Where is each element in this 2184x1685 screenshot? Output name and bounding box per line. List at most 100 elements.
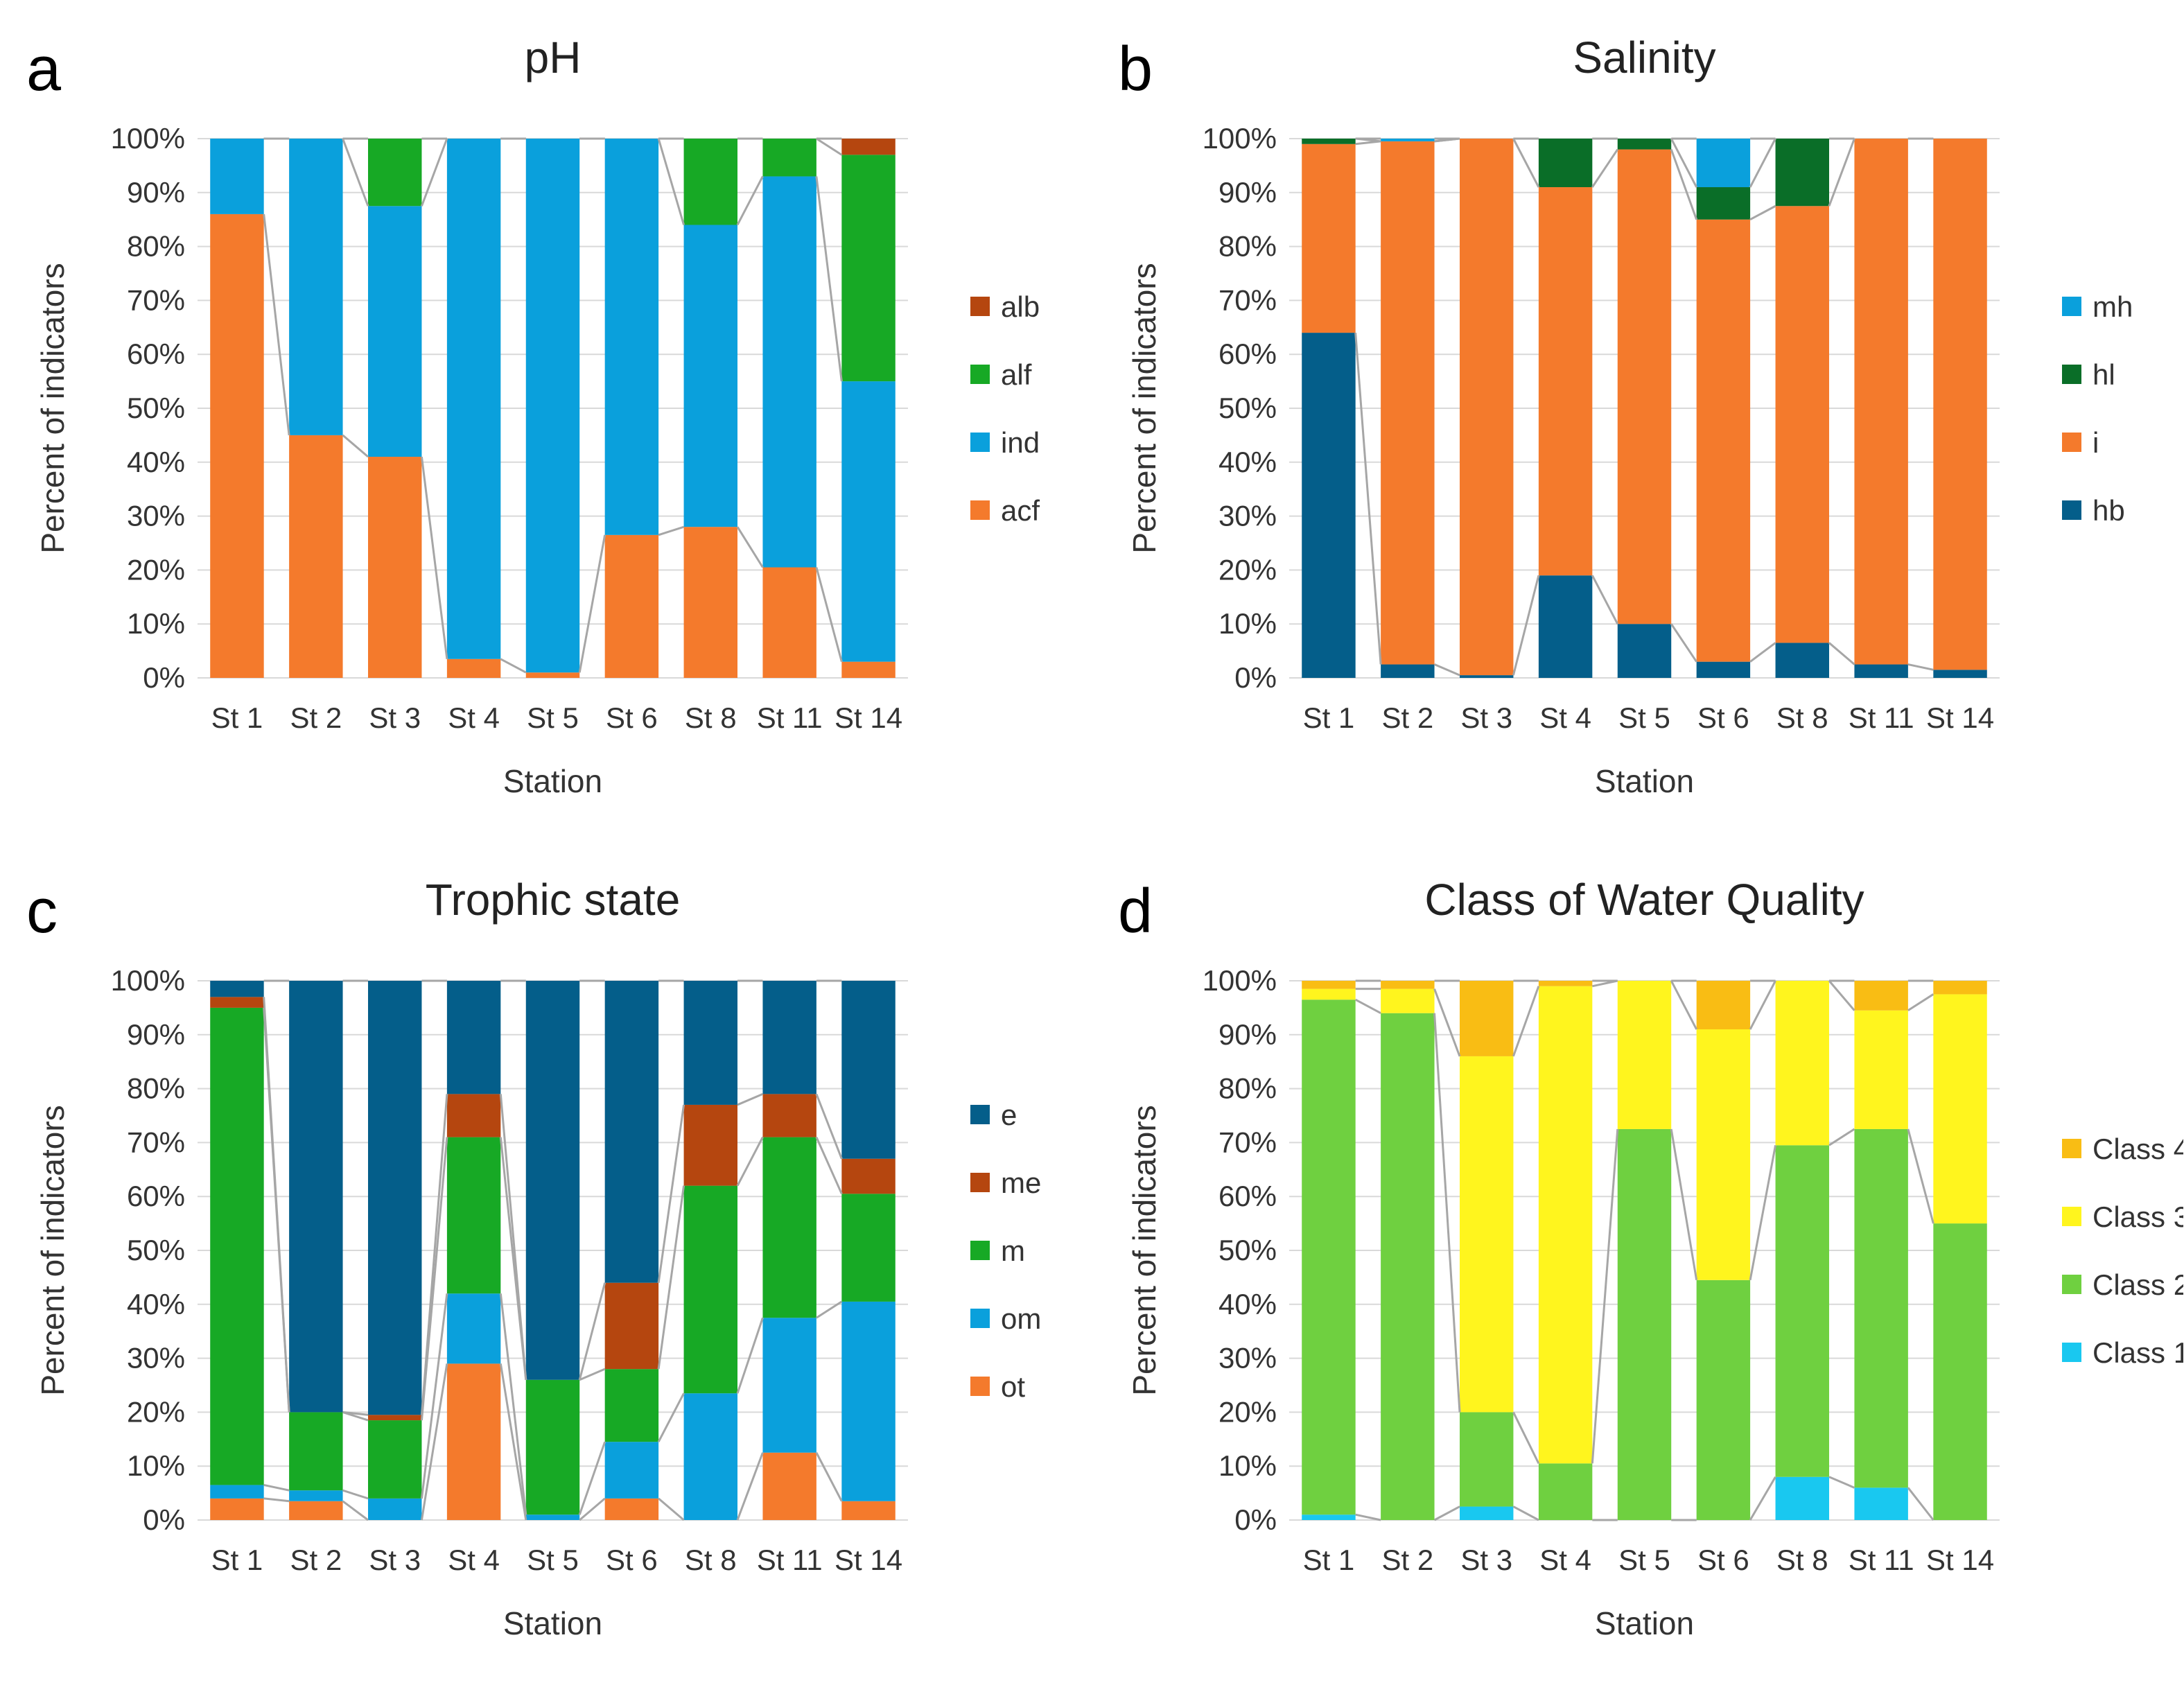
bar-segment-a-ind [368,206,422,457]
series-line-b [1670,138,1697,188]
bar-segment-d-class-3 [1775,981,1829,1146]
series-line-d [1512,1411,1540,1464]
series-line-b [1433,663,1460,676]
y-tick-label-d: 70% [1218,1126,1277,1158]
series-line-c [420,1293,448,1499]
legend-label-a: acf [1001,494,1040,527]
bar-segment-c-om [446,1293,501,1364]
series-line-b [1591,148,1619,188]
x-tick-label-a: St 8 [685,701,737,734]
series-line-c [499,1293,527,1515]
bar-segment-a-alf [841,155,896,382]
series-line-a [736,175,764,226]
bar-segment-a-ind [683,225,737,527]
y-tick-label-c: 100% [111,964,185,997]
bar-segment-a-ind [289,139,343,435]
panel-c: c Trophic state 0% 10% 20% 30% 40% 50% 60% 70% 80%… [0,842,1092,1684]
x-tick-label-b: St 5 [1618,701,1670,734]
x-tick-label-c: St 14 [835,1544,902,1576]
series-line-d [1354,998,1381,1015]
x-axis-title-c: Station [503,1605,602,1641]
legend-label-b: hl [2093,358,2115,391]
chart-d-svg: d Class of Water Quality 0% 10% 20% 30% 40% 50%… [1118,875,2183,1641]
x-tick-label-a: St 6 [606,701,658,734]
y-tick-label-c: 90% [127,1018,185,1051]
bar-segment-c-om [762,1318,816,1453]
bar-segment-c-m [683,1185,737,1394]
y-tick-label-c: 0% [143,1503,185,1536]
bar-segment-c-m [210,1007,264,1485]
series-line-c [499,1363,527,1521]
bar-segment-b-hl [1775,139,1829,207]
series-line-a [500,658,527,674]
y-tick-label-d: 20% [1218,1395,1277,1428]
bar-segment-c-ot [289,1501,343,1520]
x-tick-label-a: St 3 [369,701,421,734]
series-line-a [342,434,369,458]
x-tick-label-b: St 4 [1539,701,1591,734]
x-axis-title-a: Station [503,763,602,799]
bar-segment-d-class-4 [1381,981,1435,989]
bar-segment-d-class-2 [1381,1013,1435,1520]
chart-title-a: pH [525,33,582,82]
series-line-d [1433,1013,1461,1413]
series-line-d [1749,1145,1777,1281]
series-line-c [420,1363,448,1521]
x-tick-label-a: St 14 [835,701,902,734]
bar-segment-b-hb [1302,333,1356,678]
series-line-c [657,1104,685,1283]
y-tick-label-c: 50% [127,1234,185,1266]
bar-segment-c-e [525,981,580,1380]
bar-segment-a-acf [762,567,816,678]
x-tick-label-d: St 6 [1697,1544,1749,1576]
bar-segment-c-me [762,1094,816,1137]
bar-segment-b-hl [1617,139,1672,150]
bar-segment-c-m [289,1412,343,1491]
legend-swatch-d [2062,1207,2081,1226]
bar-segment-b-i [1775,206,1829,643]
bar-segment-d-class-4 [1696,981,1751,1030]
legend-label-d: Class 4 [2093,1133,2183,1165]
x-tick-label-b: St 8 [1776,701,1828,734]
bar-segment-a-acf [841,661,896,678]
bar-segment-b-i [1381,141,1435,665]
bar-segment-d-class-3 [1460,1056,1514,1413]
panel-letter-c: c [26,877,58,946]
bar-segment-b-i [1302,143,1356,333]
bar-segment-a-acf [683,527,737,678]
bar-segment-c-m [368,1420,422,1499]
bar-segment-a-acf [210,213,264,678]
legend-swatch-a [970,500,990,520]
bar-segment-a-acf [604,534,659,678]
series-line-a [342,138,369,207]
x-tick-label-a: St 4 [448,701,500,734]
x-tick-label-a: St 5 [527,701,579,734]
legend-swatch-d [2062,1343,2081,1362]
panel-a: a pH 0% 10% 20% 30% 40% 50% 60% 70% 80% 90% 100% St 1… [0,0,1092,842]
y-tick-label-b: 60% [1218,338,1277,370]
bar-segment-c-om [525,1514,580,1520]
y-tick-label-a: 100% [111,122,185,155]
series-line-d [1907,1128,1934,1224]
y-tick-label-a: 80% [127,230,185,263]
x-tick-label-d: St 4 [1539,1544,1591,1576]
y-tick-label-a: 0% [143,661,185,694]
bar-segment-c-m [604,1369,659,1442]
bar-segment-c-me [841,1158,896,1194]
x-tick-label-d: St 5 [1618,1544,1670,1576]
x-tick-label-b: St 6 [1697,701,1749,734]
y-axis-title-d: Percent of indicators [1126,1105,1162,1395]
x-tick-label-c: St 1 [211,1544,263,1576]
bar-segment-c-m [841,1194,896,1302]
series-line-a [815,567,843,663]
series-line-c [737,1093,764,1106]
legend-label-c: me [1001,1167,1041,1199]
series-line-a [420,456,448,659]
series-line-a [736,526,764,568]
x-tick-label-b: St 3 [1460,701,1512,734]
series-line-c [815,1137,843,1194]
x-tick-label-d: St 11 [1849,1544,1914,1576]
bar-segment-d-class-3 [1933,994,1987,1224]
y-tick-label-d: 100% [1203,964,1277,997]
y-tick-label-d: 0% [1234,1503,1277,1536]
